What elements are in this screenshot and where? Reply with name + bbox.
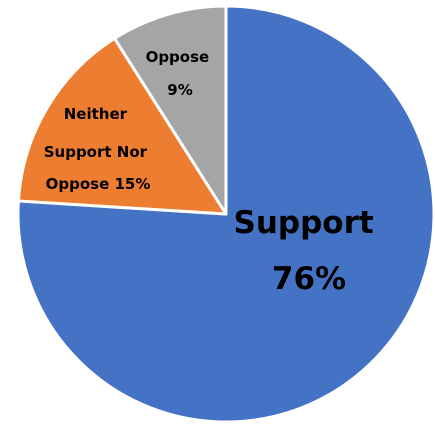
pie-slice-oppose	[113, 4, 228, 216]
pie-slices	[16, 4, 435, 424]
label-neither: Neither Support Nor Oppose 15%	[44, 105, 153, 193]
label-oppose: Oppose 9%	[146, 48, 215, 99]
pie-slice-support	[16, 4, 435, 424]
label-support: Support 76%	[234, 205, 385, 297]
pie-slice-neither	[16, 36, 228, 216]
pie-labels: Support 76% Neither Support Nor Oppose 1…	[44, 48, 385, 297]
